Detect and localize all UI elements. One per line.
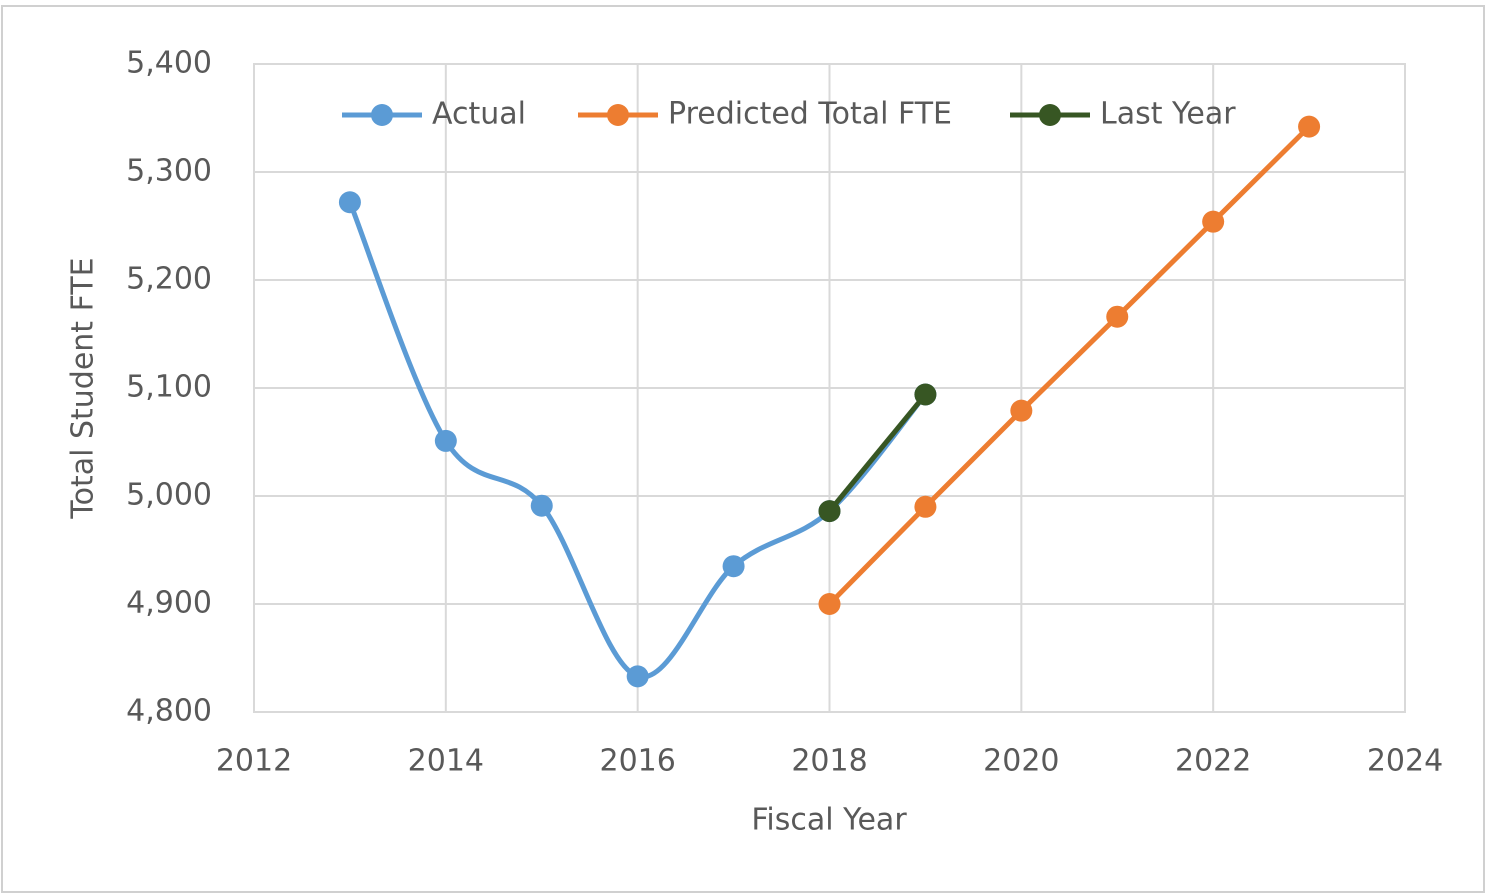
legend-label: Predicted Total FTE [668,97,952,132]
data-point [1202,210,1225,233]
x-axis-label: Fiscal Year [751,803,907,838]
data-point [722,555,745,578]
y-tick-label: 4,800 [126,694,212,729]
legend-marker [371,104,393,126]
y-tick-label: 4,900 [126,586,212,621]
y-tick-label: 5,200 [126,262,212,297]
y-axis-label: Total Student FTE [66,257,101,519]
data-point [818,500,841,523]
series-line [827,124,1311,606]
data-point [434,429,457,452]
x-tick-label: 2016 [599,744,675,779]
x-tick-label: 2022 [1175,744,1251,779]
data-point [338,191,361,214]
y-tick-label: 5,400 [126,46,212,81]
y-tick-label: 5,100 [126,370,212,405]
data-point [1298,115,1321,138]
data-point [914,495,937,518]
legend-label: Actual [432,97,526,132]
series-line [827,392,928,513]
y-tick-label: 5,000 [126,478,212,513]
data-point [530,494,553,517]
chart-frame [1,5,1485,893]
data-point [914,383,937,406]
x-tick-label: 2012 [216,744,292,779]
y-tick-label: 5,300 [126,154,212,189]
legend-label: Last Year [1100,97,1236,132]
legend-marker [607,104,629,126]
x-tick-label: 2018 [791,744,867,779]
data-point [818,593,841,615]
data-point [1106,305,1129,328]
x-tick-label: 2024 [1367,744,1443,779]
x-tick-label: 2014 [408,744,484,779]
legend-marker [1039,104,1061,126]
x-tick-label: 2020 [983,744,1059,779]
data-point [626,665,649,688]
data-point [1010,399,1033,422]
